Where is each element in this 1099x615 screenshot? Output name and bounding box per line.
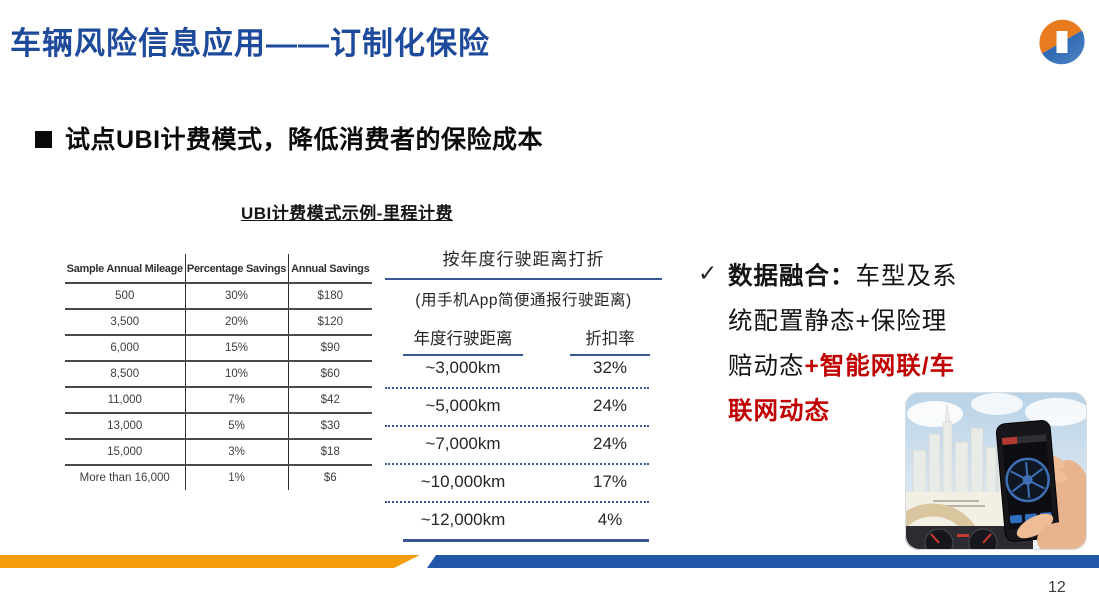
table-cell: 7% [184, 387, 288, 414]
table-cell: 11,000 [65, 387, 185, 414]
distance-discount-panel: 按年度行驶距离打折 (用手机App简便通报行驶距离) 年度行驶距离 折扣率 ~3… [385, 245, 662, 542]
rate-cell: 24% [592, 396, 628, 415]
distance-cell: ~5,000km [425, 396, 501, 415]
fusion-segment: +智能网联/车 [804, 353, 956, 380]
table-cell: 15% [184, 335, 288, 362]
table-row: 15,000 3% $18 [65, 439, 372, 466]
table-cell: 3,500 [65, 309, 185, 336]
fusion-line: 联网动态 [728, 389, 990, 434]
table-cell: $180 [287, 283, 372, 310]
table-cell: 6,000 [65, 335, 185, 362]
telematics-app-photo [905, 392, 1087, 550]
page-number: 12 [1048, 579, 1066, 596]
rate-cell: 32% [592, 358, 628, 377]
table-cell: $90 [287, 335, 372, 362]
data-fusion-callout: ✓ 数据融合：车型及系 统配置静态+保险理 赔动态+智能网联/车 联网动态 [698, 254, 990, 434]
table-cell: $18 [287, 439, 372, 466]
fusion-segment: 联网动态 [728, 398, 830, 425]
table-row: 6,000 15% $90 [65, 335, 372, 362]
divider [385, 278, 662, 280]
mileage-savings-table: Sample Annual Mileage Percentage Savings A… [65, 254, 372, 490]
discount-row: ~7,000km 24% [385, 425, 649, 463]
rate-cell: 24% [592, 434, 628, 453]
rate-cell: 17% [592, 472, 628, 491]
discount-row: ~3,000km 32% [385, 351, 649, 387]
square-bullet-icon [35, 130, 52, 148]
table-row: 13,000 5% $30 [65, 413, 372, 440]
discount-row: ~12,000km 4% [385, 501, 649, 539]
checkmark-icon: ✓ [698, 260, 718, 286]
section-heading: 试点UBI计费模式，降低消费者的保险成本 [65, 126, 544, 154]
fusion-segment: 赔动态 [728, 353, 805, 380]
table-cell: 10% [184, 361, 288, 388]
table-cell: More than 16,000 [79, 472, 170, 484]
distance-cell: ~12,000km [420, 510, 506, 529]
table-cell: 13,000 [65, 413, 185, 440]
footer-bar-blue [427, 555, 1099, 568]
fusion-line: 赔动态+智能网联/车 [728, 344, 990, 389]
table-row: 3,500 20% $120 [65, 309, 372, 336]
divider [403, 539, 649, 542]
column-header-distance: 年度行驶距离 [403, 325, 523, 356]
table-cell: $42 [287, 387, 372, 414]
column-header: Sample Annual Mileage [65, 254, 185, 284]
table-cell: 500 [65, 283, 185, 310]
table-cell: 1% [184, 465, 288, 490]
column-header: Percentage Savings [184, 254, 288, 284]
discount-panel-title: 按年度行驶距离打折 [442, 250, 605, 269]
table-cell: 20% [184, 309, 288, 336]
table-cell: 3% [184, 439, 288, 466]
discount-table-body: ~3,000km 32% ~5,000km 24% ~7,000km 24% ~10,000… [385, 351, 649, 539]
table-cell: $60 [287, 361, 372, 388]
table-cell: $120 [287, 309, 372, 336]
company-logo-icon [1036, 14, 1088, 72]
column-header: Annual Savings [287, 254, 372, 284]
table-cell: 5% [184, 413, 288, 440]
table-caption: UBI计费模式示例-里程计费 [241, 204, 453, 223]
fusion-segment: 车型及系 [855, 263, 958, 290]
table-cell: $6 [287, 465, 372, 490]
discount-row: ~10,000km 17% [385, 463, 649, 501]
discount-panel-note: (用手机App简便通报行驶距离) [415, 292, 632, 309]
table-row: 8,500 10% $60 [65, 361, 372, 388]
discount-table-header-row: 年度行驶距离 折扣率 [385, 325, 662, 356]
table-cell: 15,000 [65, 439, 185, 466]
column-header-rate: 折扣率 [570, 325, 650, 356]
distance-cell: ~10,000km [420, 472, 506, 491]
fusion-segment: 数据融合： [728, 263, 856, 290]
table-header-row: Sample Annual Mileage Percentage Savings A… [65, 254, 372, 284]
slide-title: 车辆风险信息应用——订制化保险 [10, 26, 490, 61]
table-cell: 8,500 [65, 361, 185, 388]
table-row: 11,000 7% $42 [65, 387, 372, 414]
discount-row: ~5,000km 24% [385, 387, 649, 425]
section-bullet-line: 试点UBI计费模式，降低消费者的保险成本 [35, 120, 543, 156]
table-cell: $30 [287, 413, 372, 440]
table-row: More than 16,000 1% $6 [65, 465, 372, 490]
footer-bar-orange [0, 555, 420, 568]
table-cell: 30% [184, 283, 288, 310]
fusion-line: 数据融合：车型及系 [728, 254, 990, 299]
data-fusion-text: 数据融合：车型及系 统配置静态+保险理 赔动态+智能网联/车 联网动态 [728, 254, 990, 434]
rate-cell: 4% [597, 510, 623, 529]
fusion-segment: 统配置静态+保险理 [728, 308, 948, 335]
distance-cell: ~7,000km [425, 434, 501, 453]
fusion-line: 统配置静态+保险理 [728, 299, 990, 344]
distance-cell: ~3,000km [425, 358, 501, 377]
table-row: 500 30% $180 [65, 283, 372, 310]
